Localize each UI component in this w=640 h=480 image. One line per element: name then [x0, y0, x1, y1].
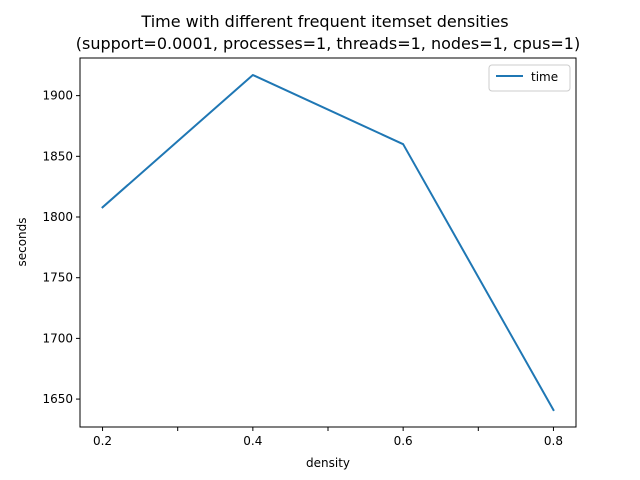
y-tick-label: 1700 — [42, 331, 73, 345]
x-tick-label: 0.2 — [93, 434, 112, 448]
legend-box — [488, 64, 571, 92]
x-tick-label: 0.4 — [243, 434, 262, 448]
series-layer — [101, 73, 555, 412]
series-line-time — [101, 73, 555, 412]
legend-label: time — [531, 70, 558, 84]
y-tick-label: 1750 — [42, 271, 73, 285]
x-tick-label: 0.6 — [394, 434, 413, 448]
y-tick-label: 1900 — [42, 89, 73, 103]
chart-subtitle: (support=0.0001, processes=1, threads=1,… — [76, 34, 580, 53]
y-tick-label: 1800 — [42, 210, 73, 224]
chart-title: Time with different frequent itemset den… — [140, 12, 508, 31]
legend: time — [488, 64, 571, 92]
x-tick-label: 0.8 — [544, 434, 563, 448]
x-axis: 0.2 0.4 0.6 0.8 — [93, 427, 563, 448]
plot-area: 0.2 0.4 0.6 0.8 1650 1700 1750 1800 1850 1900 — [42, 57, 577, 448]
y-axis: 1650 1700 1750 1800 1850 1900 — [42, 89, 80, 406]
y-tick-label: 1650 — [42, 392, 73, 406]
x-axis-label: density — [306, 456, 350, 470]
y-axis-label: seconds — [15, 217, 29, 266]
y-tick-label: 1850 — [42, 149, 73, 163]
